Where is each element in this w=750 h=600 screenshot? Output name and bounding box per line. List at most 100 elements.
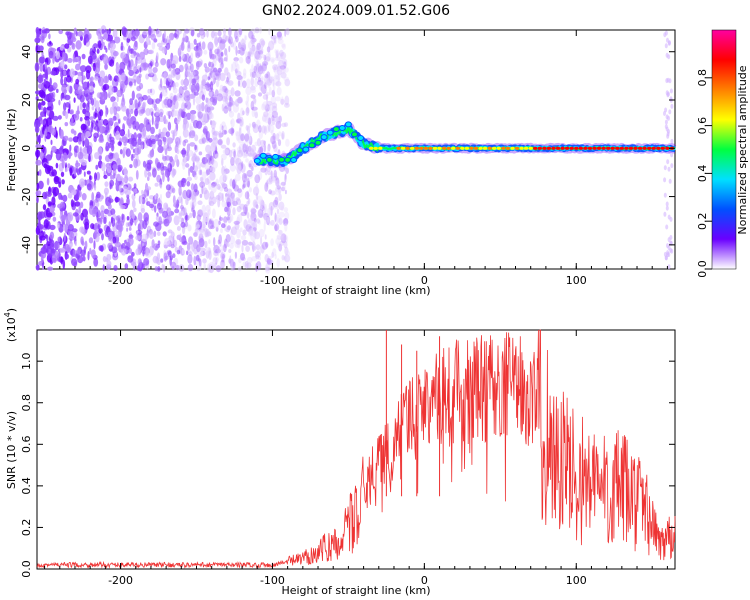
noise-blob	[195, 82, 200, 93]
noise-blob	[103, 56, 106, 64]
noise-blob	[166, 146, 172, 152]
noise-blob	[186, 189, 192, 199]
noise-blob	[227, 241, 230, 248]
noise-blob	[203, 112, 208, 122]
noise-blob	[220, 52, 224, 57]
noise-blob	[250, 85, 256, 91]
noise-blob	[254, 27, 260, 34]
noise-blob	[246, 107, 250, 114]
noise-blob	[42, 126, 45, 135]
noise-blob	[147, 95, 151, 104]
noise-blob	[154, 194, 157, 200]
noise-blob	[115, 63, 120, 73]
noise-blob	[107, 42, 111, 51]
noise-blob	[232, 207, 236, 216]
signal-blob	[265, 156, 273, 163]
noise-blob	[114, 241, 122, 248]
signal-core	[537, 146, 542, 150]
noise-blob	[80, 249, 86, 257]
noise-blob	[228, 249, 232, 253]
noise-blob	[277, 185, 282, 195]
noise-blob	[67, 58, 73, 63]
noise-blob	[91, 249, 96, 259]
noise-blob	[136, 52, 140, 58]
noise-blob	[255, 262, 258, 272]
y-tick-label: 0.4	[20, 477, 33, 495]
noise-blob	[264, 125, 267, 135]
noise-blob	[243, 149, 249, 157]
noise-blob	[36, 196, 39, 204]
noise-blob	[280, 181, 286, 186]
noise-blob	[242, 183, 246, 189]
noise-blob	[266, 180, 269, 188]
noise-blob	[260, 84, 267, 95]
noise-blob	[234, 98, 240, 107]
noise-blob	[115, 81, 119, 86]
spectrogram-ylabel: Frequency (Hz)	[5, 109, 18, 192]
noise-blob	[92, 43, 98, 49]
noise-blob	[69, 167, 73, 176]
noise-blob	[251, 166, 254, 172]
noise-blob	[160, 132, 167, 137]
noise-blob	[251, 71, 257, 78]
noise-blob	[283, 234, 289, 244]
noise-blob	[185, 163, 190, 168]
noise-blob	[48, 92, 54, 100]
noise-blob	[115, 215, 119, 221]
noise-blob	[268, 201, 275, 211]
noise-blob	[105, 141, 110, 152]
noise-blob	[129, 59, 134, 67]
noise-blob	[266, 257, 271, 265]
signal-core	[428, 146, 433, 150]
noise-blob	[271, 102, 278, 109]
noise-blob	[281, 131, 285, 140]
noise-blob	[667, 264, 671, 270]
noise-blob	[51, 103, 54, 111]
noise-blob	[177, 112, 181, 122]
signal-blob	[272, 153, 279, 160]
noise-blob	[91, 98, 94, 106]
noise-blob	[267, 104, 274, 114]
noise-blob	[109, 106, 114, 115]
noise-blob	[241, 132, 245, 139]
noise-blob	[234, 90, 241, 97]
noise-blob	[97, 40, 102, 49]
noise-blob	[254, 111, 258, 119]
noise-blob	[189, 142, 196, 147]
noise-blob	[114, 36, 121, 44]
signal-core	[373, 146, 378, 150]
noise-blob	[113, 265, 118, 271]
noise-blob	[663, 177, 667, 183]
noise-blob	[247, 218, 253, 224]
noise-blob	[182, 189, 188, 200]
signal-core	[606, 146, 611, 150]
noise-blob	[94, 125, 100, 131]
noise-blob	[273, 66, 276, 73]
noise-blob	[127, 64, 132, 71]
colorbar-ticks: 0.0 0.2 0.4 0.6 0.8	[696, 69, 712, 278]
noise-blob	[182, 99, 185, 109]
noise-blob	[156, 202, 162, 210]
signal-core	[451, 146, 456, 150]
noise-blob	[234, 173, 241, 182]
noise-blob	[238, 41, 242, 50]
signal-core	[369, 146, 374, 150]
signal-core	[528, 146, 533, 150]
noise-blob	[141, 144, 144, 150]
noise-blob	[669, 240, 673, 246]
noise-blob	[278, 131, 282, 137]
noise-blob	[70, 231, 74, 239]
noise-blob	[198, 164, 202, 170]
noise-blob	[285, 167, 290, 174]
noise-blob	[276, 258, 281, 268]
noise-blob	[251, 240, 256, 251]
noise-blob	[165, 184, 171, 191]
signal-core	[546, 146, 552, 150]
noise-blob	[119, 129, 126, 137]
signal-core	[628, 146, 634, 150]
noise-blob	[169, 255, 173, 261]
noise-blob	[143, 48, 149, 56]
noise-blob	[95, 100, 100, 111]
noise-blob	[285, 138, 290, 147]
noise-blob	[235, 220, 240, 225]
